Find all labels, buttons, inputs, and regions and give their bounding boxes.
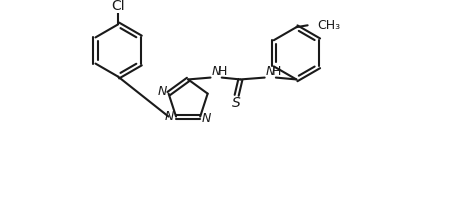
Text: N: N bbox=[211, 66, 220, 78]
Text: N: N bbox=[157, 85, 166, 98]
Text: N: N bbox=[201, 112, 211, 125]
Text: S: S bbox=[232, 96, 240, 110]
Text: N: N bbox=[164, 110, 174, 123]
Text: CH₃: CH₃ bbox=[316, 19, 339, 32]
Text: H: H bbox=[271, 66, 281, 78]
Text: Cl: Cl bbox=[111, 0, 125, 13]
Text: N: N bbox=[265, 66, 275, 78]
Text: H: H bbox=[218, 66, 227, 78]
